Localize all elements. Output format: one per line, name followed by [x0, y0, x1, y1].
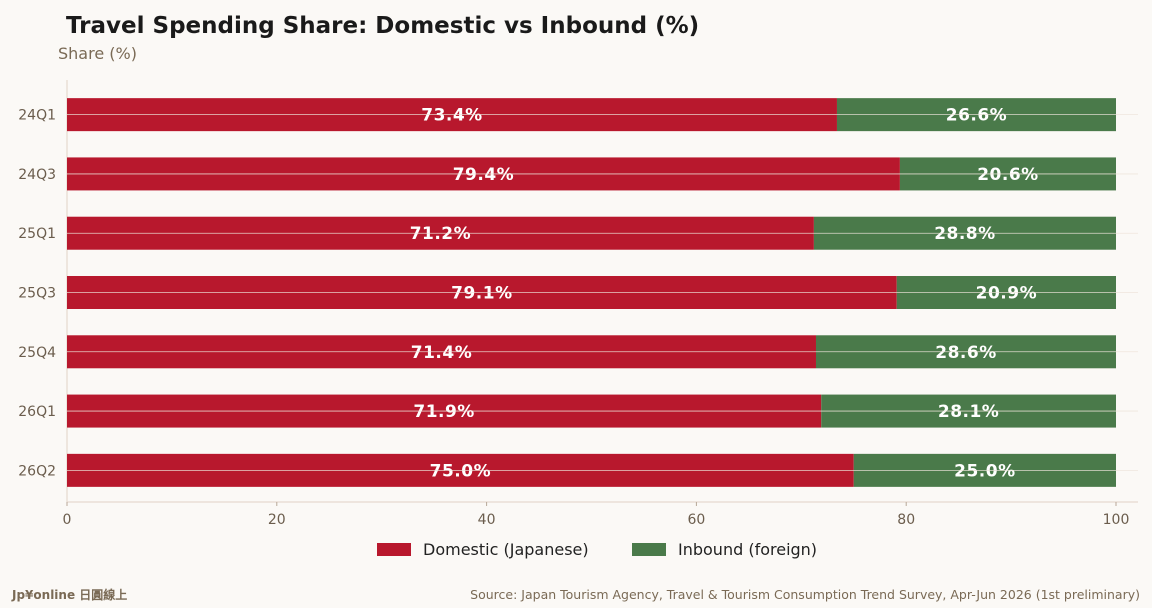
x-tick-label: 20 — [268, 512, 286, 528]
y-tick-label: 26Q1 — [18, 404, 56, 420]
legend-swatch-domestic — [377, 543, 411, 556]
legend-label-inbound: Inbound (foreign) — [678, 540, 817, 559]
source-note: Source: Japan Tourism Agency, Travel & T… — [470, 587, 1140, 602]
x-tick-label: 40 — [478, 512, 496, 528]
bar-label-inbound-24Q1: 26.6% — [946, 106, 1007, 126]
bar-label-domestic-26Q2: 75.0% — [430, 461, 491, 481]
y-tick-label: 26Q2 — [18, 463, 56, 479]
x-tick-label: 80 — [897, 512, 915, 528]
brand-logo-text: Jp¥online 日圓線上 — [12, 588, 128, 602]
bar-label-inbound-25Q1: 28.8% — [934, 224, 995, 244]
bar-label-inbound-24Q3: 20.6% — [977, 165, 1038, 185]
stacked-bar-chart: Travel Spending Share: Domestic vs Inbou… — [18, 13, 1138, 559]
y-tick-label: 24Q3 — [18, 167, 56, 183]
plot-area: 73.4% 26.6% 24Q1 79.4% 20.6% 24Q3 71.2% 28.8% 25… — [18, 80, 1138, 528]
bar-label-domestic-26Q1: 71.9% — [413, 402, 474, 422]
bar-label-inbound-25Q3: 20.9% — [976, 284, 1037, 304]
legend-swatch-inbound — [632, 543, 666, 556]
x-tick-label: 100 — [1103, 512, 1130, 528]
bar-label-inbound-26Q2: 25.0% — [954, 461, 1015, 481]
bar-label-inbound-25Q4: 28.6% — [935, 343, 996, 363]
legend: Domestic (Japanese) Inbound (foreign) — [377, 540, 817, 559]
bar-label-domestic-25Q1: 71.2% — [410, 224, 471, 244]
bar-label-domestic-24Q3: 79.4% — [453, 165, 514, 185]
x-tick-label: 0 — [63, 512, 72, 528]
y-tick-label: 25Q4 — [18, 345, 56, 361]
chart-title: Travel Spending Share: Domestic vs Inbou… — [66, 13, 699, 39]
y-tick-label: 25Q3 — [18, 286, 56, 302]
bar-label-domestic-24Q1: 73.4% — [421, 106, 482, 126]
axis-unit-label: Share (%) — [58, 44, 137, 63]
bar-label-domestic-25Q3: 79.1% — [451, 284, 512, 304]
bar-label-inbound-26Q1: 28.1% — [938, 402, 999, 422]
bar-label-domestic-25Q4: 71.4% — [411, 343, 472, 363]
legend-label-domestic: Domestic (Japanese) — [423, 540, 589, 559]
x-tick-label: 60 — [687, 512, 705, 528]
y-tick-label: 25Q1 — [18, 226, 56, 242]
y-tick-label: 24Q1 — [18, 108, 56, 124]
